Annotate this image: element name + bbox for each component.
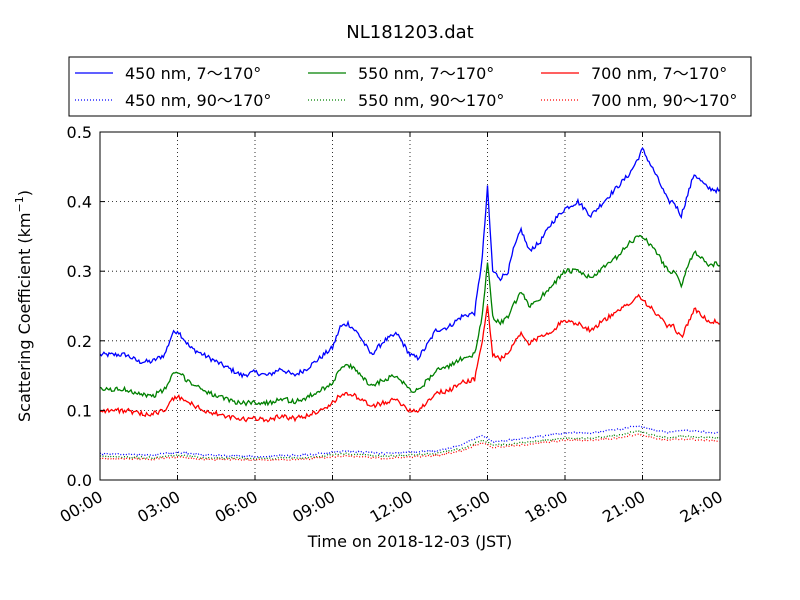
y-axis-label-main: Scattering Coefficient (km xyxy=(15,212,34,422)
series-layer xyxy=(99,146,721,462)
series-line xyxy=(99,425,721,458)
series-line xyxy=(99,234,721,407)
y-tick-label: 0.3 xyxy=(67,262,92,281)
legend-label: 700 nm, 7～170° xyxy=(591,64,727,83)
legend-label: 700 nm, 90～170° xyxy=(591,91,737,110)
y-tick-label: 0.4 xyxy=(67,193,92,212)
legend-box xyxy=(68,56,752,117)
legend-label: 450 nm, 90～170° xyxy=(125,91,271,110)
y-axis-label-close: ) xyxy=(15,190,34,196)
legend-label: 450 nm, 7～170° xyxy=(125,64,261,83)
x-axis-label: Time on 2018-12-03 (JST) xyxy=(307,532,512,551)
chart-title: NL181203.dat xyxy=(346,22,473,43)
series-line xyxy=(99,430,721,460)
series-line xyxy=(99,433,721,462)
y-tick-label: 0.2 xyxy=(67,332,92,351)
legend-label: 550 nm, 7～170° xyxy=(358,64,494,83)
y-axis-label: Scattering Coefficient (km−1) xyxy=(13,190,34,422)
series-line xyxy=(99,146,721,379)
y-tick-label: 0.0 xyxy=(67,471,92,490)
legend-label: 550 nm, 90～170° xyxy=(358,91,504,110)
grid xyxy=(100,132,720,480)
y-axis-label-sup: −1 xyxy=(13,196,26,212)
series-line xyxy=(99,293,721,423)
y-tick-label: 0.1 xyxy=(67,401,92,420)
legend: 450 nm, 7～170° 550 nm, 7～170° 700 nm, 7～17… xyxy=(68,56,752,117)
y-tick-label: 0.5 xyxy=(67,123,92,142)
